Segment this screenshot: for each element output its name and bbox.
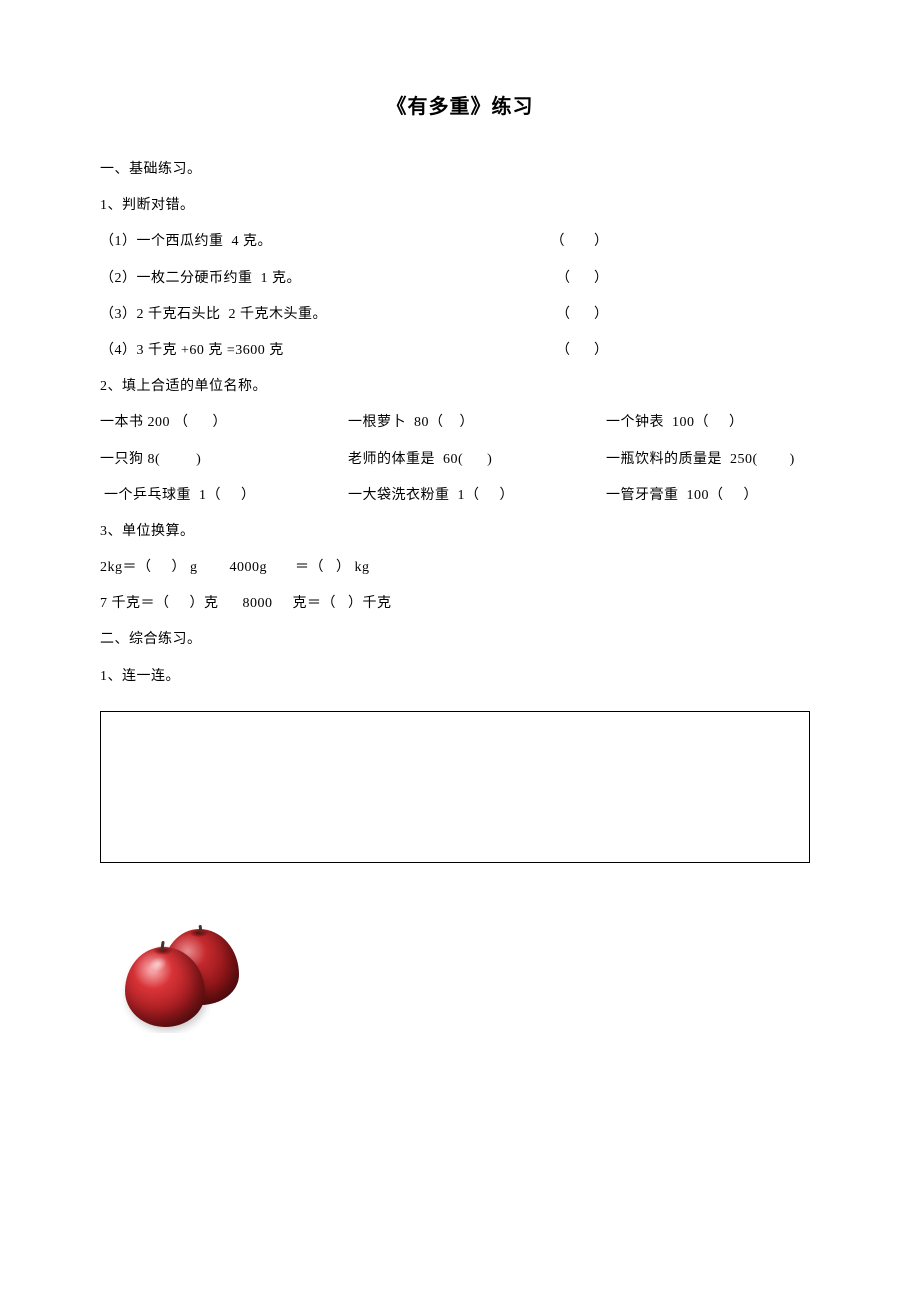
section2-header: 二、综合练习。 xyxy=(100,624,820,656)
judge-blank: （ ） xyxy=(556,263,610,295)
page-title: 《有多重》练习 xyxy=(100,90,820,119)
fill-cell: 一管牙膏重 100（ ） xyxy=(606,480,820,512)
q2-header: 2、填上合适的单位名称。 xyxy=(100,371,820,403)
judge-blank: （ ） xyxy=(551,226,611,258)
judge-item-1: （1）一个西瓜约重 4 克。 （ ） xyxy=(100,226,610,258)
fill-cell: 一根萝卜 80（ ） xyxy=(348,407,606,439)
judge-text: （1）一个西瓜约重 4 克。 xyxy=(100,226,272,258)
judge-text: （2）一枚二分硬币约重 1 克。 xyxy=(100,263,301,295)
fill-cell: 一瓶饮料的质量是 250( ) xyxy=(606,444,820,476)
matching-box xyxy=(100,711,810,863)
judge-text: （3）2 千克石头比 2 千克木头重。 xyxy=(100,299,327,331)
fill-row-1: 一本书 200 （ ） 一根萝卜 80（ ） 一个钟表 100（ ） xyxy=(100,407,820,439)
apple-stem xyxy=(199,925,203,933)
section2-q1-header: 1、连一连。 xyxy=(100,661,820,693)
fill-cell: 一本书 200 （ ） xyxy=(100,407,348,439)
judge-item-2: （2）一枚二分硬币约重 1 克。 （ ） xyxy=(100,263,610,295)
section1-header: 一、基础练习。 xyxy=(100,154,820,186)
q3-header: 3、单位换算。 xyxy=(100,516,820,548)
convert-line-2: 7 千克＝（ ）克 8000 克＝（ ）千克 xyxy=(100,588,820,620)
judge-blank: （ ） xyxy=(556,299,610,331)
fill-cell: 一只狗 8( ) xyxy=(100,444,348,476)
fill-row-3: 一个乒乓球重 1（ ） 一大袋洗衣粉重 1（ ） 一管牙膏重 100（ ） xyxy=(100,480,820,512)
judge-item-3: （3）2 千克石头比 2 千克木头重。 （ ） xyxy=(100,299,610,331)
q1-header: 1、判断对错。 xyxy=(100,190,820,222)
fill-cell: 一个钟表 100（ ） xyxy=(606,407,820,439)
fill-row-2: 一只狗 8( ) 老师的体重是 60( ) 一瓶饮料的质量是 250( ) xyxy=(100,444,820,476)
judge-item-4: （4）3 千克 +60 克 =3600 克 （ ） xyxy=(100,335,610,367)
convert-line-1: 2kg＝（ ） g 4000g ＝（ ） kg xyxy=(100,552,820,584)
fill-cell: 老师的体重是 60( ) xyxy=(348,444,606,476)
judge-blank: （ ） xyxy=(556,335,610,367)
fill-cell: 一个乒乓球重 1（ ） xyxy=(100,480,348,512)
apples-image xyxy=(115,923,245,1033)
fill-cell: 一大袋洗衣粉重 1（ ） xyxy=(348,480,606,512)
judge-text: （4）3 千克 +60 克 =3600 克 xyxy=(100,335,284,367)
